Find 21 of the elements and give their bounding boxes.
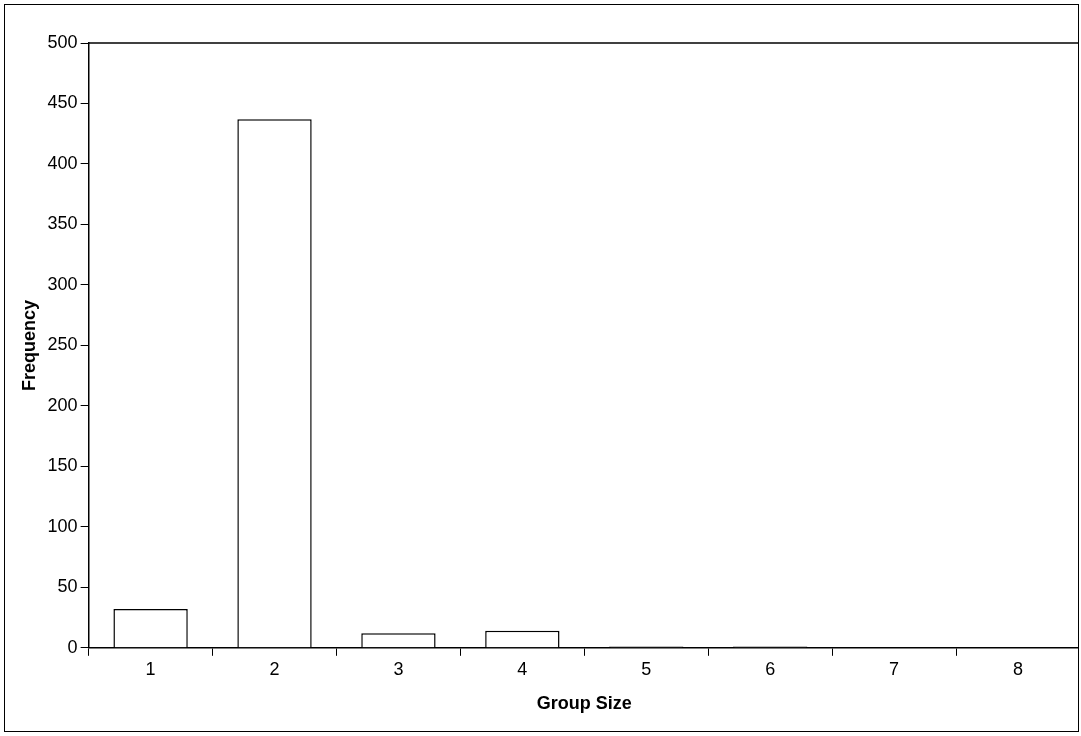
y-tick-label: 500 — [47, 31, 78, 52]
y-tick-label: 250 — [47, 334, 78, 355]
x-axis-title: Group Size — [536, 693, 632, 714]
x-tick-label: 1 — [145, 658, 156, 679]
x-tick-label: 8 — [1013, 658, 1024, 679]
y-tick-label: 450 — [47, 92, 78, 113]
x-tick-label: 5 — [641, 658, 652, 679]
y-tick-label: 150 — [47, 455, 78, 476]
y-tick-label: 300 — [47, 273, 78, 294]
x-tick-label: 7 — [889, 658, 900, 679]
y-tick-label: 50 — [57, 576, 78, 597]
y-tick-label: 0 — [67, 636, 78, 657]
y-axis-title: Frequency — [18, 299, 39, 391]
y-tick-label: 400 — [47, 152, 78, 173]
y-tick-label: 200 — [47, 394, 78, 415]
x-tick-label: 6 — [765, 658, 776, 679]
x-tick-label: 3 — [393, 658, 404, 679]
x-tick-label: 2 — [269, 658, 280, 679]
x-tick-label: 4 — [517, 658, 528, 679]
y-tick-label: 350 — [47, 213, 78, 234]
y-tick-label: 100 — [47, 515, 78, 536]
